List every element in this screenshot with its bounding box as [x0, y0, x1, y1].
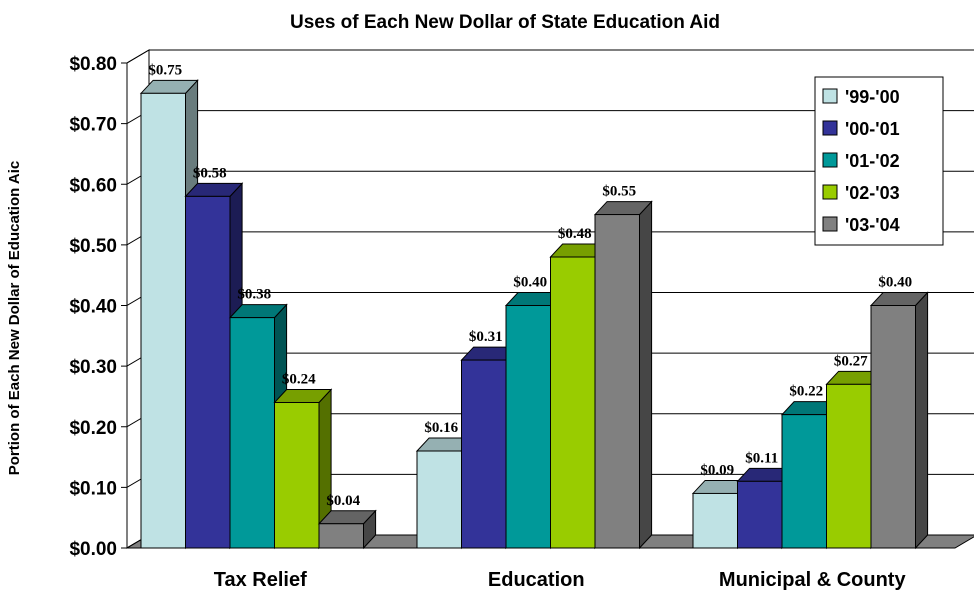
bar-front [594, 214, 640, 549]
legend-swatch [822, 152, 838, 168]
y-axis-label: Portion of Each New Dollar of Education … [6, 161, 23, 475]
data-label: $0.22 [789, 384, 823, 400]
y-tick-label: $0.50 [69, 236, 117, 257]
x-tick-label: Municipal & County [719, 569, 907, 591]
bar-front [550, 256, 596, 549]
legend-entry: '99-'00 [845, 87, 900, 107]
bar-front [692, 492, 738, 549]
x-tick-label: Education [488, 569, 585, 591]
legend-swatch [822, 184, 838, 200]
data-label: $0.16 [424, 420, 458, 436]
y-tick-label: $0.20 [69, 418, 117, 439]
data-label: $0.04 [326, 493, 360, 509]
bar-front [870, 305, 916, 549]
bar [317, 509, 377, 550]
data-label: $0.11 [745, 450, 778, 466]
bar-front [140, 92, 186, 549]
y-tick-label: $0.00 [69, 539, 117, 560]
y-tick-label: $0.10 [69, 478, 117, 499]
bar-front [781, 414, 827, 549]
bar-front [461, 359, 507, 549]
x-tick-label: Tax Relief [214, 569, 307, 591]
data-label: $0.40 [878, 275, 912, 291]
y-tick-label: $0.30 [69, 357, 117, 378]
bar [869, 291, 929, 550]
y-tick-label: $0.60 [69, 175, 117, 196]
legend-swatch [822, 216, 838, 232]
y-tick-label: $0.70 [69, 115, 117, 136]
legend-entry: '03-'04 [845, 215, 900, 235]
legend: '99-'00 '00-'01 '01-'02 '02-'03 '03-'04 [814, 76, 944, 246]
bar-front [826, 383, 872, 549]
chart-title: Uses of Each New Dollar of State Educati… [290, 12, 720, 33]
bar-front [416, 450, 462, 549]
data-label: $0.40 [513, 275, 547, 291]
y-axis-ticks: $0.00 $0.10 $0.20 $0.30 $0.40 $0.50 $0.60 $0.70… [69, 54, 128, 560]
x-axis-ticks: Tax Relief Education Municipal & County [214, 569, 907, 591]
legend-swatch [822, 120, 838, 136]
bar-side [915, 291, 929, 550]
data-label: $0.55 [602, 184, 636, 200]
data-labels: $0.75 $0.58 $0.38 $0.24 $0.04 $0.16 $0.31 $0.40… [148, 62, 912, 508]
data-label: $0.58 [193, 165, 227, 181]
side-gridline [126, 49, 150, 64]
bar-front [185, 195, 231, 549]
data-label: $0.48 [558, 226, 592, 242]
data-label: $0.27 [834, 353, 868, 369]
bar [273, 388, 333, 550]
legend-swatch [822, 88, 838, 104]
data-label: $0.24 [282, 372, 316, 388]
bar-front [229, 317, 275, 549]
data-label: $0.31 [469, 329, 503, 345]
bar-side [639, 200, 653, 550]
data-label: $0.09 [700, 462, 734, 478]
legend-entry: '01-'02 [845, 151, 900, 171]
y-tick-label: $0.40 [69, 297, 117, 318]
bar-front [737, 480, 783, 549]
data-label: $0.75 [148, 62, 182, 78]
bar-front [274, 402, 320, 549]
bar-front [318, 523, 364, 549]
bar-front [505, 305, 551, 549]
data-label: $0.38 [237, 287, 271, 303]
y-tick-label: $0.80 [69, 54, 117, 75]
bars [139, 79, 929, 550]
legend-entry: '02-'03 [845, 183, 900, 203]
legend-entry: '00-'01 [845, 119, 900, 139]
bar [593, 200, 653, 550]
